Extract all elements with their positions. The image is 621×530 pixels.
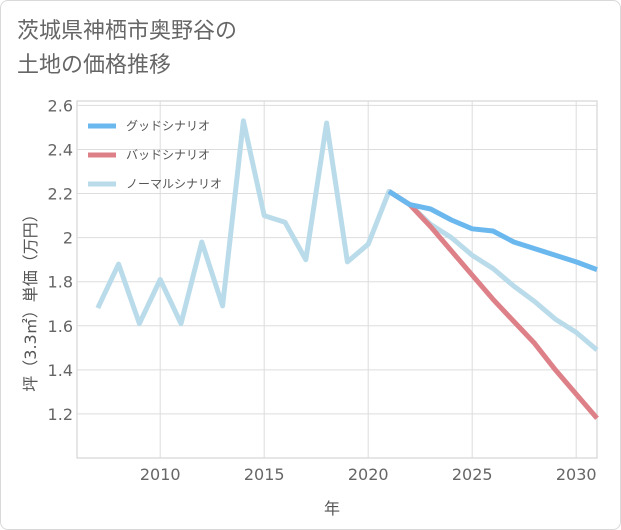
chart-title: 茨城県神栖市奥野谷の 土地の価格推移 xyxy=(17,15,237,83)
y-tick-label-4: 2 xyxy=(63,229,73,248)
series-line-1 xyxy=(387,189,599,420)
y-tick-label-2: 1.6 xyxy=(48,317,73,336)
grid xyxy=(77,101,597,458)
chart-title-line2: 土地の価格推移 xyxy=(17,53,172,78)
x-tick-label-2: 2020 xyxy=(348,465,389,484)
legend-label-2: ノーマルシナリオ xyxy=(126,177,222,191)
x-tick-label-0: 2010 xyxy=(140,465,181,484)
y-tick-label-5: 2.2 xyxy=(48,185,73,204)
legend-label-0: グッドシナリオ xyxy=(126,119,210,133)
y-tick-label-3: 1.8 xyxy=(48,273,73,292)
chart-title-line1: 茨城県神栖市奥野谷の xyxy=(17,19,238,44)
series-line-2 xyxy=(95,118,599,352)
tick-labels: 2010 2015 2020 2025 2030 1.2 1.4 1.6 1.8 2 2.2 2.4 2… xyxy=(48,96,597,484)
y-tick-label-6: 2.4 xyxy=(48,140,73,159)
y-tick-label-1: 1.4 xyxy=(48,361,73,380)
series-line-0 xyxy=(387,189,598,272)
x-tick-label-4: 2030 xyxy=(556,465,597,484)
series-lines xyxy=(95,118,599,420)
x-axis-label: 年 xyxy=(324,499,340,518)
y-tick-label-7: 2.6 xyxy=(48,96,73,115)
x-tick-label-1: 2015 xyxy=(244,465,285,484)
y-tick-label-0: 1.2 xyxy=(48,405,73,424)
x-tick-label-3: 2025 xyxy=(452,465,493,484)
legend-label-1: バッドシナリオ xyxy=(126,148,210,162)
y-axis-label: 坪（3.3㎡）単価（万円） xyxy=(21,206,40,391)
plot-area-border xyxy=(76,100,598,459)
